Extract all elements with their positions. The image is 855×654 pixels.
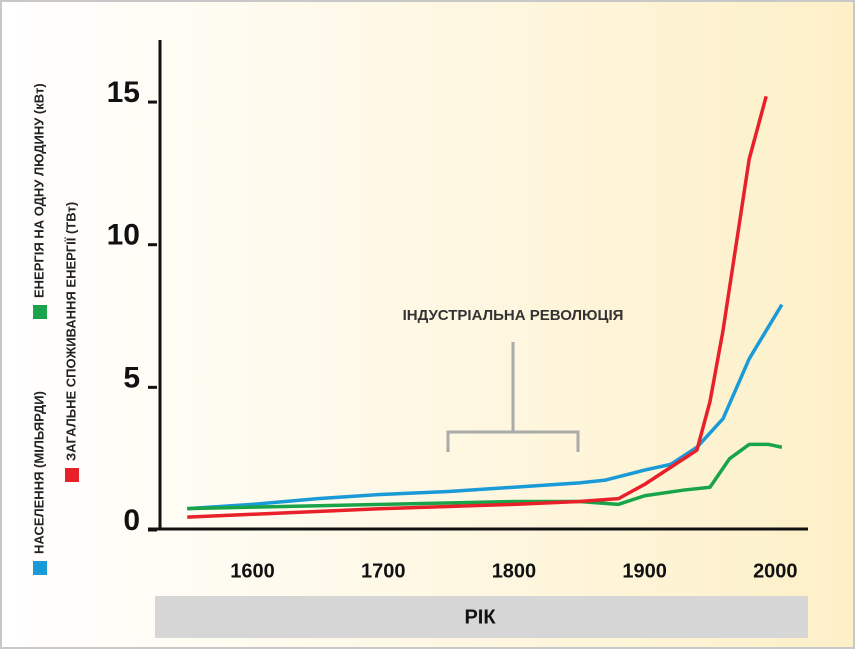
- legend-label: ЗАГАЛЬНЕ СПОЖИВАННЯ ЕНЕРГІЇ (ТВт): [63, 202, 78, 461]
- legend-swatch: [33, 561, 47, 575]
- x-axis-label: РІК: [464, 606, 496, 628]
- x-tick-label: 2000: [753, 560, 798, 582]
- annotation: ІНДУСТРІАЛЬНА РЕВОЛЮЦІЯ: [403, 307, 624, 324]
- x-tick-label: 1700: [361, 560, 406, 582]
- x-tick-label: 1800: [492, 560, 537, 582]
- x-tick-label: 1900: [622, 560, 667, 582]
- series-line: [187, 303, 784, 511]
- series-line: [187, 95, 768, 519]
- legend-swatch: [65, 468, 79, 482]
- legend-label: НАСЕЛЕННЯ (МІЛЬЯРДИ): [31, 391, 46, 554]
- legend-label: ЕНЕРГІЯ НА ОДНУ ЛЮДИНУ (кВт): [31, 83, 46, 298]
- y-tick-label: 0: [123, 504, 140, 537]
- y-tick-label: 5: [123, 361, 140, 394]
- x-label-band: [155, 596, 808, 638]
- x-tick-label: 1600: [230, 560, 275, 582]
- legend-swatch: [33, 305, 47, 319]
- series-line: [187, 442, 783, 511]
- y-tick-label: 15: [107, 76, 140, 109]
- y-tick-label: 10: [107, 219, 140, 252]
- annotation-bracket: [446, 342, 580, 452]
